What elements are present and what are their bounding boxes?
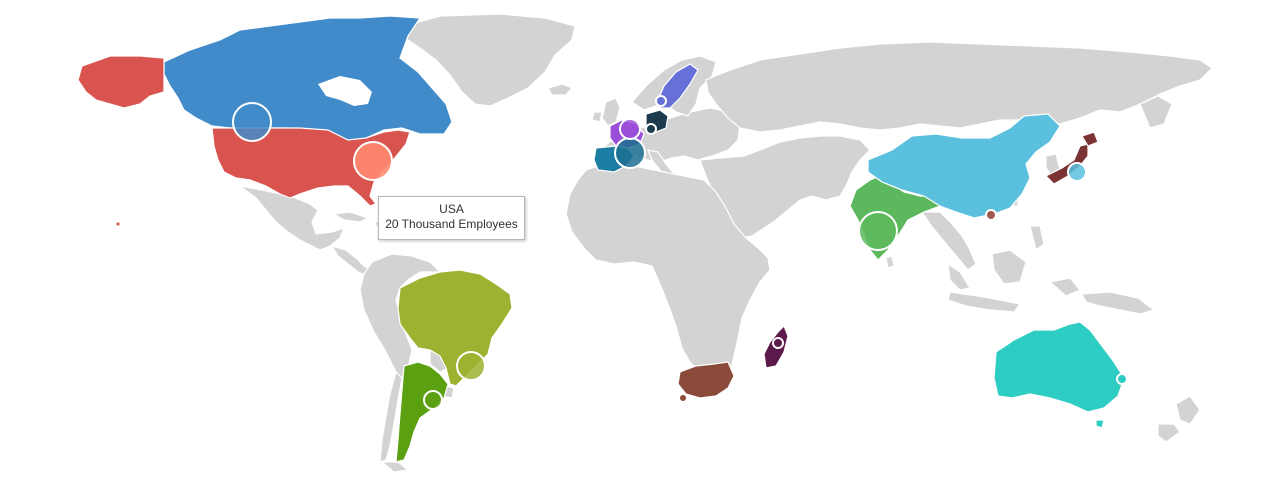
bubble-south-africa[interactable]	[678, 393, 688, 403]
bubbles	[232, 95, 1128, 410]
country-south-africa[interactable]	[677, 361, 735, 399]
country-usa-hawaii	[115, 221, 121, 227]
greenland[interactable]	[397, 13, 576, 107]
tooltip-value: 20 Thousand Employees	[385, 217, 518, 231]
bubble-germany[interactable]	[645, 123, 657, 135]
country-china[interactable]	[867, 113, 1061, 219]
bubble-argentina[interactable]	[423, 390, 443, 410]
mexico[interactable]	[239, 185, 346, 251]
bubble-brazil[interactable]	[456, 351, 486, 381]
bubble-spain[interactable]	[614, 137, 646, 169]
bubble-madagascar[interactable]	[772, 337, 784, 349]
bubble-australia[interactable]	[1116, 373, 1128, 385]
hudson-bay	[318, 76, 372, 106]
bubble-japan[interactable]	[1067, 162, 1087, 182]
bubble-china[interactable]	[985, 209, 997, 221]
tooltip-country: USA	[439, 202, 464, 216]
russia[interactable]	[705, 41, 1213, 133]
bubble-sweden[interactable]	[655, 95, 667, 107]
bubble-france[interactable]	[619, 118, 641, 140]
bubble-india[interactable]	[858, 211, 898, 251]
southeast-asia[interactable]	[920, 211, 977, 271]
country-canada[interactable]	[163, 15, 453, 147]
bubble-usa[interactable]	[353, 141, 393, 181]
country-sweden[interactable]	[657, 63, 699, 109]
map-tooltip: USA 20 Thousand Employees	[378, 196, 525, 240]
country-australia-tasmania	[1095, 419, 1105, 429]
bubble-canada[interactable]	[232, 102, 272, 142]
country-australia[interactable]	[993, 321, 1125, 413]
country-japan-hokkaido	[1081, 131, 1099, 147]
africa[interactable]	[565, 163, 771, 377]
country-japan[interactable]	[1044, 143, 1089, 185]
country-argentina[interactable]	[395, 361, 449, 463]
country-usa-alaska[interactable]	[77, 55, 165, 109]
